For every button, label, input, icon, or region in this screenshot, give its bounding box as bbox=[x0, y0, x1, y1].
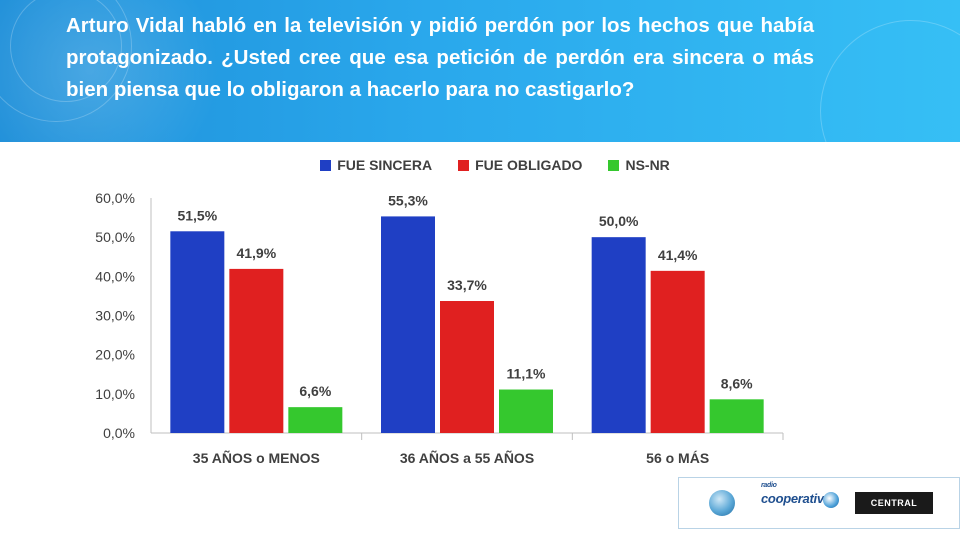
sponsor-logos: radio cooperativa CENTRAL bbox=[678, 477, 960, 529]
banner-ring bbox=[820, 20, 960, 142]
data-label: 41,4% bbox=[658, 247, 698, 263]
y-tick-label: 30,0% bbox=[95, 308, 135, 324]
x-category-label: 35 AÑOS o MENOS bbox=[193, 449, 320, 466]
y-tick-label: 60,0% bbox=[95, 190, 135, 206]
legend-item-ns-nr: NS-NR bbox=[608, 154, 670, 176]
data-label: 55,3% bbox=[388, 192, 428, 208]
bar-ns-nr bbox=[499, 389, 553, 433]
chart-legend: FUE SINCERA FUE OBLIGADO NS-NR bbox=[0, 154, 960, 176]
bar-fue-obligado bbox=[650, 270, 705, 433]
data-label: 11,1% bbox=[507, 366, 546, 382]
cooperativa-logo-text: cooperativa bbox=[761, 491, 831, 506]
question-banner: Arturo Vidal habló en la televisión y pi… bbox=[0, 0, 960, 142]
y-tick-label: 50,0% bbox=[95, 229, 135, 245]
legend-item-fue-obligado: FUE OBLIGADO bbox=[458, 154, 582, 176]
globe-logo-icon bbox=[709, 490, 735, 516]
cooperativa-swirl-icon bbox=[823, 492, 839, 508]
legend-swatch bbox=[458, 159, 470, 171]
legend-label: NS-NR bbox=[625, 157, 670, 173]
banner-ring bbox=[10, 0, 122, 102]
bar-fue-sincera bbox=[591, 237, 646, 433]
x-category-label: 36 AÑOS a 55 AÑOS bbox=[400, 449, 534, 466]
data-label: 8,6% bbox=[721, 375, 753, 391]
bar-fue-sincera bbox=[170, 231, 225, 433]
cooperativa-logo-small: radio bbox=[761, 482, 777, 489]
universidad-central-logo: CENTRAL bbox=[855, 492, 933, 514]
bar-ns-nr bbox=[288, 407, 343, 433]
bar-ns-nr bbox=[709, 399, 764, 433]
bar-fue-obligado bbox=[229, 268, 284, 433]
data-label: 41,9% bbox=[236, 245, 276, 261]
y-tick-label: 40,0% bbox=[95, 268, 135, 284]
question-text: Arturo Vidal habló en la televisión y pi… bbox=[66, 14, 814, 101]
bar-chart: 0,0% 10,0% 20,0% 30,0% 40,0% 50,0% 60,0% 51,5% 4… bbox=[95, 190, 784, 466]
data-label: 6,6% bbox=[299, 383, 331, 399]
legend-item-fue-sincera: FUE SINCERA bbox=[320, 154, 432, 176]
legend-label: FUE OBLIGADO bbox=[475, 157, 583, 173]
legend-label: FUE SINCERA bbox=[337, 157, 433, 173]
legend-swatch bbox=[320, 159, 332, 171]
bar-fue-obligado bbox=[440, 301, 494, 433]
cooperativa-logo: radio cooperativa bbox=[761, 482, 831, 506]
x-category-label: 56 o MÁS bbox=[646, 450, 709, 466]
y-tick-label: 0,0% bbox=[103, 425, 135, 441]
y-tick-label: 10,0% bbox=[95, 386, 135, 402]
y-tick-label: 20,0% bbox=[95, 347, 135, 363]
data-label: 51,5% bbox=[177, 207, 217, 223]
data-label: 50,0% bbox=[599, 213, 639, 229]
legend-swatch bbox=[608, 159, 620, 171]
data-label: 33,7% bbox=[447, 277, 487, 293]
universidad-logo-text: CENTRAL bbox=[870, 498, 918, 508]
bar-fue-sincera bbox=[381, 216, 435, 433]
